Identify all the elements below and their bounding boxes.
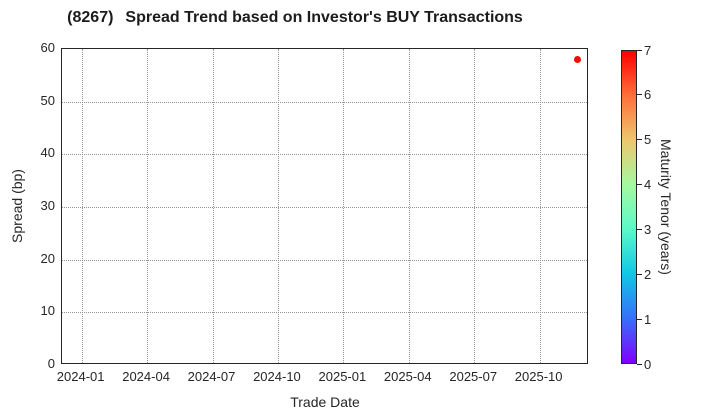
colorbar-tick-label: 2 xyxy=(644,266,652,282)
colorbar-tick-label: 1 xyxy=(644,311,652,327)
x-axis-label: Trade Date xyxy=(290,394,360,410)
colorbar-tick-label: 4 xyxy=(644,177,652,193)
colorbar-tick xyxy=(637,318,642,320)
x-tick-label: 2024-10 xyxy=(253,369,301,384)
y-tick-label: 60 xyxy=(40,40,55,55)
colorbar-tick-label: 5 xyxy=(644,132,652,148)
colorbar-tick xyxy=(637,94,642,96)
colorbar xyxy=(621,50,637,364)
gridline-vertical xyxy=(539,49,541,363)
x-tick-label: 2025-07 xyxy=(449,369,498,384)
x-tick-label: 2025-10 xyxy=(514,369,563,384)
colorbar-tick-label: 7 xyxy=(644,42,652,58)
y-tick-label: 50 xyxy=(40,92,55,108)
title-text: Spread Trend based on Investor's BUY Tra… xyxy=(125,9,523,26)
gridline-horizontal xyxy=(62,312,587,314)
data-point xyxy=(574,56,582,64)
title-ticker: (8267) xyxy=(67,9,114,26)
x-tick-label: 2024-01 xyxy=(56,369,105,384)
colorbar-tick-label: 3 xyxy=(644,221,652,237)
gridline-horizontal xyxy=(62,207,587,208)
colorbar-tick xyxy=(637,273,642,275)
gridline-vertical xyxy=(408,49,410,363)
y-tick-label: 0 xyxy=(47,356,55,371)
colorbar-label: Maturity Tenor (years) xyxy=(658,139,674,275)
y-tick-label: 20 xyxy=(40,250,55,266)
y-tick-label: 40 xyxy=(40,145,55,161)
gridline-vertical xyxy=(277,49,279,363)
gridline-vertical xyxy=(474,49,476,363)
colorbar-tick xyxy=(637,49,642,51)
gridline-horizontal xyxy=(62,154,587,156)
x-tick-label: 2024-04 xyxy=(122,369,170,384)
gridline-vertical xyxy=(343,49,345,363)
chart-title: (8267) Spread Trend based on Investor's B… xyxy=(0,9,590,27)
colorbar-tick xyxy=(637,363,642,365)
x-tick-label: 2024-07 xyxy=(187,369,236,384)
gridline-vertical xyxy=(212,49,214,363)
colorbar-tick-label: 6 xyxy=(644,87,652,103)
y-tick-label: 10 xyxy=(40,303,55,319)
x-tick-label: 2025-04 xyxy=(383,369,432,384)
plot-area xyxy=(61,48,588,364)
gridline-horizontal xyxy=(62,101,587,103)
colorbar-tick xyxy=(637,184,642,186)
y-axis-label: Spread (bp) xyxy=(9,169,25,243)
gridline-horizontal xyxy=(62,259,587,261)
colorbar-tick xyxy=(637,228,642,230)
colorbar-tick-label: 0 xyxy=(644,356,652,372)
colorbar-tick xyxy=(637,139,642,141)
x-tick-label: 2025-01 xyxy=(318,369,367,384)
gridline-vertical xyxy=(81,49,83,363)
y-tick-label: 30 xyxy=(40,198,55,213)
gridline-vertical xyxy=(147,49,149,363)
